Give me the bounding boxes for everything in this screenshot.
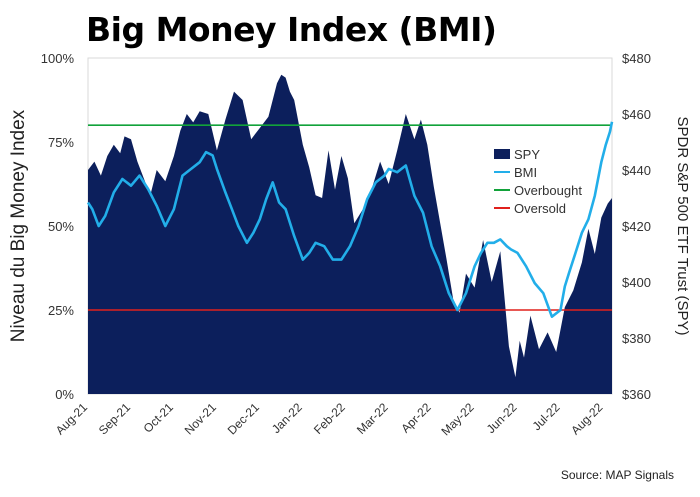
x-tick-label: Aug-21 <box>53 400 90 437</box>
y-tick-label: 50% <box>48 219 74 234</box>
y2-tick-label: $380 <box>622 331 651 346</box>
plot-area <box>86 57 614 395</box>
x-tick-label: Mar-22 <box>354 400 391 437</box>
y-tick-label: 100% <box>41 51 75 66</box>
x-tick-label: May-22 <box>438 400 476 438</box>
x-tick-label: Dec-21 <box>225 400 262 437</box>
x-tick-label: Jul-22 <box>530 400 563 433</box>
y2-tick-label: $360 <box>622 387 651 402</box>
y2-tick-label: $480 <box>622 51 651 66</box>
legend: SPY BMI Overbought Oversold <box>494 147 582 216</box>
y2-tick-label: $400 <box>622 275 651 290</box>
y2-tick-label: $440 <box>622 163 651 178</box>
source-note: Source: MAP Signals <box>560 468 674 482</box>
legend-label: Oversold <box>514 201 566 216</box>
x-tick-label: Feb-22 <box>311 400 348 437</box>
y-tick-label: 0% <box>55 387 74 402</box>
y-axis-title: Niveau du Big Money Index <box>8 109 29 342</box>
y2-tick-label: $420 <box>622 219 651 234</box>
y-tick-label: 75% <box>48 135 74 150</box>
chart-title: Big Money Index (BMI) <box>86 10 497 49</box>
x-tick-label: Sep-21 <box>96 400 133 437</box>
y2-axis-title: SPDR S&P 500 ETF Trust (SPY) <box>674 117 691 336</box>
x-tick-label: Jan-22 <box>269 400 305 436</box>
x-tick-label: Jun-22 <box>484 400 520 436</box>
x-tick-label: Oct-21 <box>141 400 177 436</box>
y2-tick-label: $460 <box>622 107 651 122</box>
legend-swatch-spy <box>494 149 510 159</box>
x-tick-label: Nov-21 <box>182 400 219 437</box>
legend-label: SPY <box>514 147 540 162</box>
legend-label: BMI <box>514 165 537 180</box>
x-tick-label: Aug-22 <box>568 400 605 437</box>
bmi-line <box>86 121 614 319</box>
x-tick-label: Apr-22 <box>398 400 434 436</box>
y-tick-label: 25% <box>48 303 74 318</box>
spy-area <box>88 74 612 395</box>
legend-label: Overbought <box>514 183 582 198</box>
